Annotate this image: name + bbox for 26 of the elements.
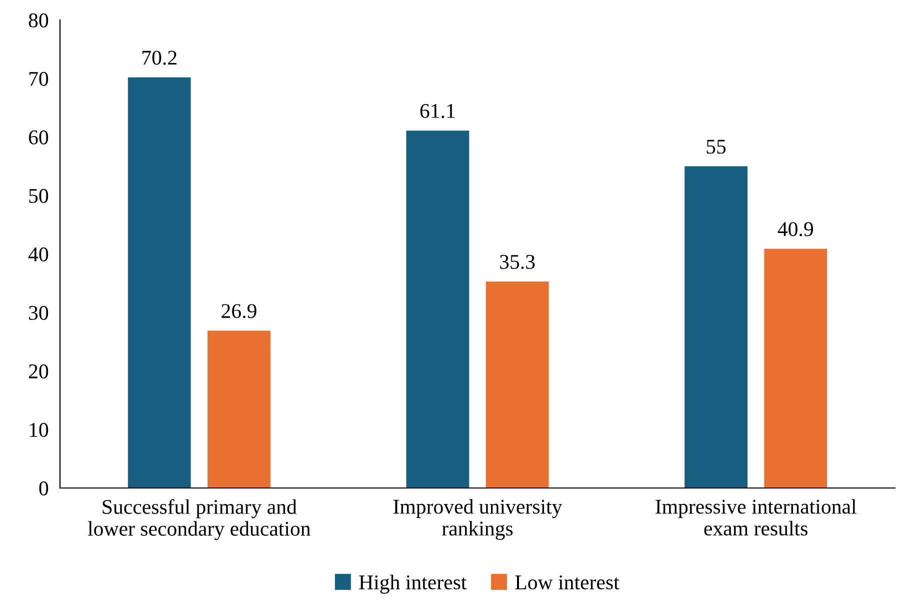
data-label: 40.9 — [778, 222, 814, 236]
bar — [208, 330, 270, 488]
data-label: 55 — [706, 140, 726, 154]
legend-label: High interest — [359, 574, 467, 594]
data-label: 35.3 — [500, 254, 535, 270]
y-tick-label: 30 — [29, 306, 48, 320]
bar — [684, 166, 748, 488]
x-tick-label: Impressive international exam results — [656, 499, 856, 536]
y-tick-label: 0 — [39, 481, 48, 496]
bar — [406, 130, 470, 488]
bar — [128, 77, 191, 488]
y-tick-label: 40 — [28, 247, 48, 262]
y-tick-label: 60 — [28, 130, 48, 144]
data-label: 70.2 — [142, 50, 176, 65]
bar — [486, 281, 549, 488]
y-tick-label: 50 — [29, 188, 48, 203]
data-label: 61.1 — [420, 104, 455, 118]
y-tick-label: 10 — [30, 422, 48, 437]
y-tick-label: 80 — [28, 13, 48, 28]
legend-label: Low interest — [515, 575, 620, 590]
y-tick-label: 20 — [28, 364, 48, 378]
data-label: 26.9 — [222, 304, 256, 318]
bar — [764, 248, 828, 488]
y-tick-label: 70 — [29, 72, 48, 86]
x-tick-label: Successful primary and lower secondary education — [88, 499, 310, 540]
x-tick-label: Improved university rankings — [393, 499, 562, 540]
